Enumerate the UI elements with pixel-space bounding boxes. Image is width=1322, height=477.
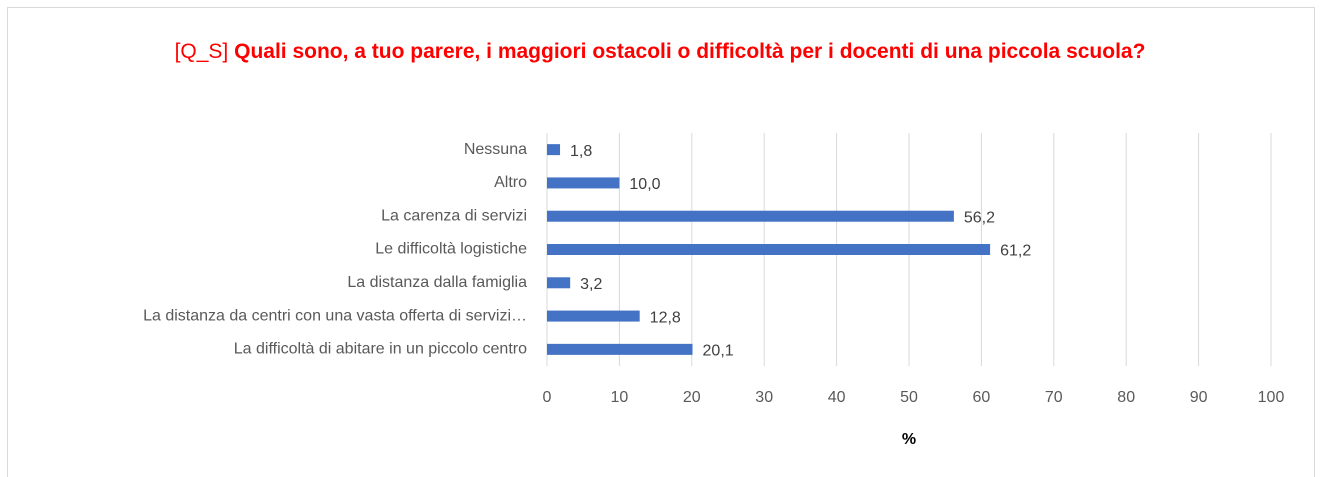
x-tick-label: 50 [900,389,918,406]
value-label: 1,8 [570,143,592,160]
chart-title: [Q_S] Quali sono, a tuo parere, i maggio… [140,34,1180,70]
value-label: 61,2 [1000,243,1031,260]
x-tick-label: 20 [683,389,701,406]
title-tag: [Q_S] [174,40,229,63]
x-tick-label: 70 [1045,389,1063,406]
bar [547,244,991,255]
bar [547,343,693,355]
y-tick-label: La distanza da centri con una vasta offe… [143,307,527,324]
y-tick-label: La carenza di servizi [381,207,527,224]
bar [547,177,620,189]
x-tick-label: 30 [755,389,773,406]
x-axis-label: % [902,431,916,448]
x-tick-label: 90 [1190,389,1208,406]
bar [547,277,571,289]
x-tick-label: 40 [828,389,846,406]
y-tick-label: Nessuna [464,141,527,158]
y-tick-label: Altro [494,174,527,191]
value-label: 20,1 [703,343,734,360]
bar [547,210,954,222]
value-label: 10,0 [629,176,660,193]
chart-frame [7,7,1315,477]
x-tick-label: 10 [611,389,629,406]
x-tick-label: 60 [973,389,991,406]
value-label: 3,2 [580,276,602,293]
x-tick-label: 80 [1117,389,1135,406]
x-tick-label: 100 [1258,389,1285,406]
y-tick-label: La difficoltà di abitare in un piccolo c… [234,341,527,358]
bar [547,310,640,322]
bar [547,144,561,156]
value-label: 56,2 [964,209,995,226]
title-text: Quali sono, a tuo parere, i maggiori ost… [234,40,1146,63]
value-label: 12,8 [650,309,681,326]
y-tick-label: Le difficoltà logistiche [375,241,527,258]
y-tick-label: La distanza dalla famiglia [347,274,527,291]
x-tick-label: 0 [543,389,552,406]
